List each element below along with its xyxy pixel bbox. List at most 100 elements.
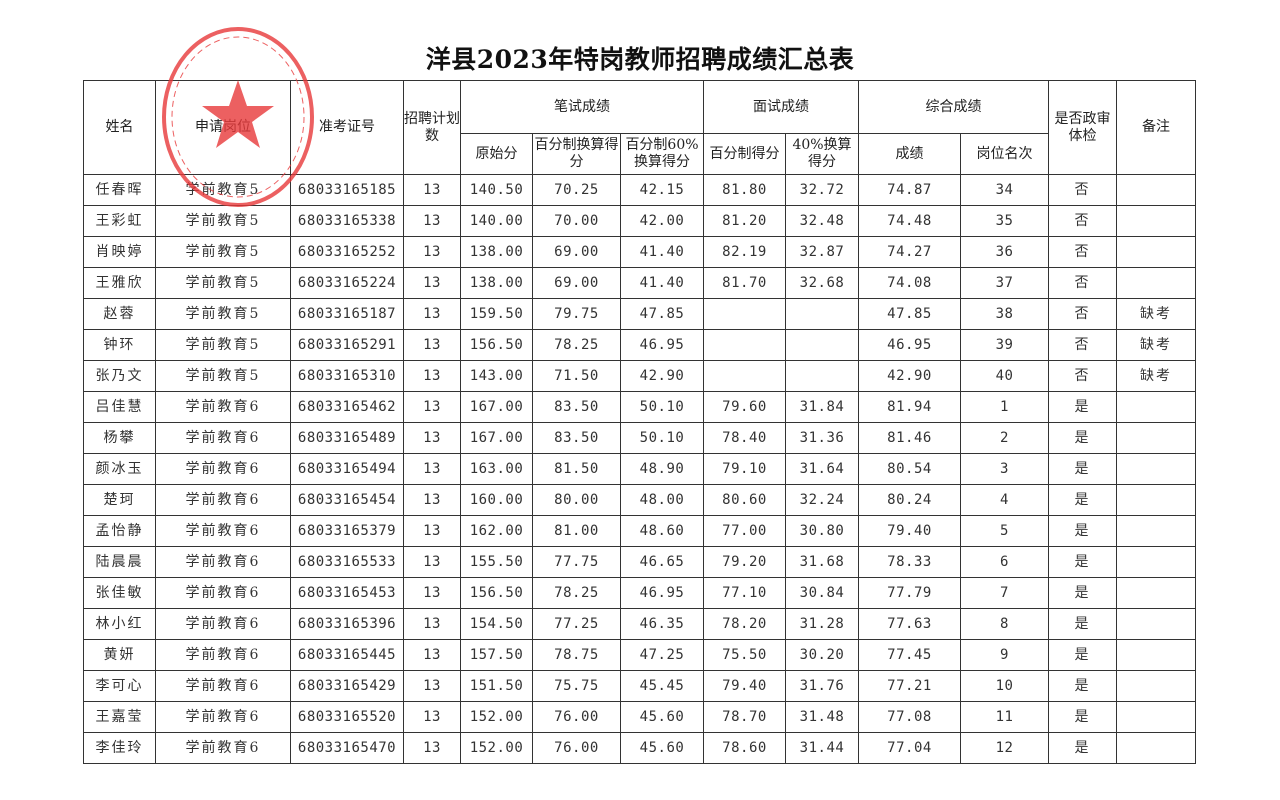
cell-written-60: 42.00 (620, 205, 704, 237)
cell-interview-pct: 81.20 (703, 205, 786, 237)
cell-name: 孟怡静 (83, 515, 156, 547)
header-total: 综合成绩 (858, 80, 1049, 134)
cell-total-score: 80.54 (858, 453, 961, 485)
cell-written-60: 47.85 (620, 298, 704, 330)
cell-total-score: 77.21 (858, 670, 961, 702)
cell-position: 学前教育6 (155, 577, 291, 609)
cell-written-raw: 167.00 (460, 422, 533, 454)
cell-written-60: 48.00 (620, 484, 704, 516)
cell-check: 是 (1048, 391, 1117, 423)
cell-interview-pct (703, 329, 786, 361)
cell-total-score: 80.24 (858, 484, 961, 516)
cell-exam-id: 68033165470 (290, 732, 404, 764)
cell-written-raw: 159.50 (460, 298, 533, 330)
cell-written-raw: 160.00 (460, 484, 533, 516)
cell-exam-id: 68033165252 (290, 236, 404, 268)
cell-written-raw: 140.50 (460, 174, 533, 206)
cell-rank: 9 (960, 639, 1049, 671)
cell-position: 学前教育6 (155, 701, 291, 733)
cell-exam-id: 68033165379 (290, 515, 404, 547)
cell-rank: 3 (960, 453, 1049, 485)
cell-written-pct: 78.25 (532, 329, 621, 361)
cell-written-pct: 81.00 (532, 515, 621, 547)
cell-written-pct: 69.00 (532, 236, 621, 268)
cell-written-raw: 154.50 (460, 608, 533, 640)
cell-plan: 13 (403, 205, 461, 237)
header-position: 申请岗位 (155, 80, 291, 175)
cell-exam-id: 68033165429 (290, 670, 404, 702)
cell-written-pct: 77.25 (532, 608, 621, 640)
header-plan: 招聘计划数 (403, 80, 461, 175)
table-row: 李可心 学前教育6 68033165429 13 151.50 75.75 45.45 79.… (83, 670, 1196, 702)
cell-interview-pct: 79.20 (703, 546, 786, 578)
cell-interview-40: 31.28 (785, 608, 859, 640)
cell-written-60: 41.40 (620, 267, 704, 299)
cell-position: 学前教育5 (155, 329, 291, 361)
cell-interview-40: 30.84 (785, 577, 859, 609)
cell-note (1116, 670, 1196, 702)
cell-interview-40: 31.44 (785, 732, 859, 764)
cell-check: 是 (1048, 577, 1117, 609)
cell-total-score: 81.46 (858, 422, 961, 454)
cell-position: 学前教育5 (155, 236, 291, 268)
cell-written-raw: 151.50 (460, 670, 533, 702)
cell-plan: 13 (403, 515, 461, 547)
cell-written-pct: 70.25 (532, 174, 621, 206)
cell-note (1116, 174, 1196, 206)
cell-exam-id: 68033165338 (290, 205, 404, 237)
cell-exam-id: 68033165185 (290, 174, 404, 206)
cell-check: 是 (1048, 515, 1117, 547)
cell-name: 王雅欣 (83, 267, 156, 299)
cell-check: 否 (1048, 298, 1117, 330)
cell-plan: 13 (403, 453, 461, 485)
cell-rank: 37 (960, 267, 1049, 299)
cell-written-60: 47.25 (620, 639, 704, 671)
cell-name: 王嘉莹 (83, 701, 156, 733)
cell-check: 否 (1048, 360, 1117, 392)
cell-check: 否 (1048, 329, 1117, 361)
cell-written-pct: 80.00 (532, 484, 621, 516)
cell-name: 任春晖 (83, 174, 156, 206)
table-row: 林小红 学前教育6 68033165396 13 154.50 77.25 46.35 78.… (83, 608, 1196, 640)
cell-interview-40 (785, 360, 859, 392)
cell-plan: 13 (403, 670, 461, 702)
cell-written-raw: 143.00 (460, 360, 533, 392)
cell-name: 杨攀 (83, 422, 156, 454)
header-written-raw: 原始分 (460, 133, 533, 175)
cell-exam-id: 68033165462 (290, 391, 404, 423)
table-row: 任春晖 学前教育5 68033165185 13 140.50 70.25 42.15 81.… (83, 174, 1196, 206)
cell-interview-40: 32.68 (785, 267, 859, 299)
cell-plan: 13 (403, 577, 461, 609)
cell-interview-40: 31.68 (785, 546, 859, 578)
cell-interview-40: 32.87 (785, 236, 859, 268)
cell-position: 学前教育6 (155, 515, 291, 547)
cell-interview-40: 30.20 (785, 639, 859, 671)
cell-rank: 6 (960, 546, 1049, 578)
cell-name: 李佳玲 (83, 732, 156, 764)
cell-position: 学前教育6 (155, 608, 291, 640)
cell-total-score: 74.48 (858, 205, 961, 237)
cell-total-score: 77.45 (858, 639, 961, 671)
table-body: 任春晖 学前教育5 68033165185 13 140.50 70.25 42.15 81.… (83, 174, 1196, 764)
cell-written-raw: 138.00 (460, 267, 533, 299)
cell-written-60: 50.10 (620, 422, 704, 454)
cell-plan: 13 (403, 701, 461, 733)
cell-note: 缺考 (1116, 329, 1196, 361)
cell-interview-pct: 82.19 (703, 236, 786, 268)
cell-exam-id: 68033165291 (290, 329, 404, 361)
header-exam-id: 准考证号 (290, 80, 404, 175)
cell-note (1116, 453, 1196, 485)
cell-written-pct: 77.75 (532, 546, 621, 578)
cell-interview-pct: 81.80 (703, 174, 786, 206)
cell-written-raw: 152.00 (460, 701, 533, 733)
cell-check: 是 (1048, 608, 1117, 640)
cell-written-pct: 70.00 (532, 205, 621, 237)
cell-check: 否 (1048, 267, 1117, 299)
cell-position: 学前教育5 (155, 360, 291, 392)
cell-note (1116, 608, 1196, 640)
cell-total-score: 42.90 (858, 360, 961, 392)
cell-plan: 13 (403, 422, 461, 454)
cell-position: 学前教育5 (155, 174, 291, 206)
cell-written-raw: 138.00 (460, 236, 533, 268)
cell-plan: 13 (403, 608, 461, 640)
